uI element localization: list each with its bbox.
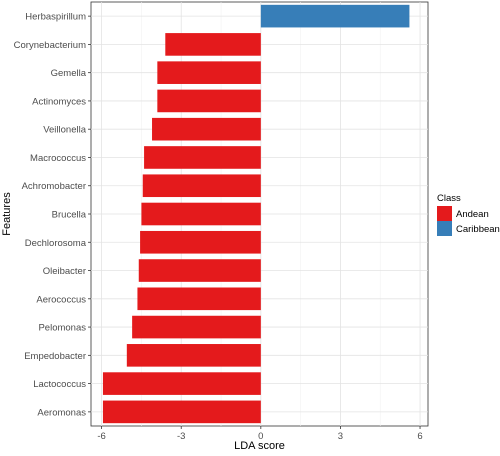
y-axis-title: Features [1,192,13,236]
bar-corynebacterium [165,33,261,56]
y-tick-label: Pelomonas [38,323,86,334]
y-tick-label: Empedobacter [24,351,86,362]
bar-gemella [157,61,261,84]
x-axis-title: LDA score [234,440,285,451]
y-tick-label: Gemella [51,68,87,79]
bar-aeromonas [102,400,261,424]
bar-oleibacter [138,259,261,282]
y-tick-label: Corynebacterium [14,40,86,51]
y-tick-label: Aeromonas [37,407,86,418]
bar-macrococcus [144,146,261,169]
y-tick-label: Achromobacter [22,181,86,192]
y-tick-label: Lactococcus [33,379,86,390]
bar-dechlorosoma [140,230,261,254]
x-tick-labels: -6 -3 0 3 6 [97,426,423,442]
x-tick-label: 6 [417,431,422,442]
bar-actinomyces [157,89,261,113]
bar-veillonella [152,117,261,141]
bar-pelomonas [132,315,261,339]
x-tick-label: -3 [177,431,185,442]
bar-herbaspirillum [260,4,410,28]
y-tick-label: Dechlorosoma [25,238,87,249]
y-tick-label: Veillonella [43,125,86,136]
x-tick-label: 3 [338,431,343,442]
x-tick-label: -6 [97,431,105,442]
legend-swatch-andean [437,206,452,221]
bar-aerococcus [137,287,261,311]
legend-title: Class [437,193,461,204]
bars [102,4,410,424]
y-tick-labels: Herbaspirillum Corynebacterium Gemella Acti… [14,12,91,418]
y-tick-label: Brucella [52,210,87,221]
bar-achromobacter [142,174,261,198]
y-tick-label: Aerococcus [36,294,86,305]
legend-swatch-caribbean [437,221,452,236]
legend-label-caribbean: Caribbean [456,224,500,235]
y-tick-label: Oleibacter [43,266,86,277]
legend-label-andean: Andean [456,209,489,220]
bar-empedobacter [126,344,261,367]
legend: Class Andean Caribbean [437,193,500,236]
y-tick-label: Macrococcus [30,153,86,164]
x-tick-label: 0 [258,431,263,442]
y-tick-label: Actinomyces [32,96,86,107]
bar-brucella [141,202,261,226]
bar-lactococcus [102,372,261,395]
y-tick-label: Herbaspirillum [25,12,86,23]
